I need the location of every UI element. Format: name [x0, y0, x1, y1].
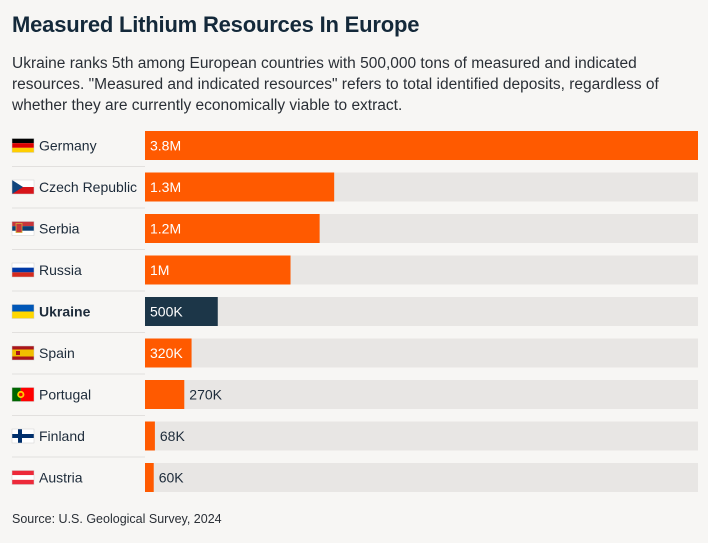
- data-label: 3.8M: [150, 138, 181, 154]
- bar-row-austria: Austria 60K: [11, 456, 698, 492]
- bar-track: [145, 463, 698, 492]
- bar: [145, 380, 185, 409]
- bar-track: [145, 297, 698, 326]
- flag-portugal-icon: [11, 387, 35, 402]
- bar-row-germany: Germany 3.8M: [11, 131, 698, 160]
- bar: [145, 131, 698, 160]
- data-label: 320K: [150, 345, 183, 361]
- data-label: 1.3M: [150, 179, 181, 195]
- chart-subtitle: Ukraine ranks 5th among European countri…: [12, 55, 659, 114]
- bar-track: [145, 380, 698, 409]
- bar: [145, 338, 192, 368]
- bar: [145, 421, 155, 451]
- data-label: 60K: [159, 470, 185, 486]
- flag-germany-icon: [11, 138, 35, 153]
- data-label: 1M: [150, 262, 169, 278]
- category-label: Portugal: [39, 387, 91, 403]
- flag-czech-republic-icon: [11, 179, 35, 195]
- bar-row-russia: Russia 1M: [11, 249, 698, 285]
- bar-row-serbia: Serbia 1.2M: [11, 207, 698, 243]
- bar-row-ukraine: Ukraine 500K: [11, 290, 698, 326]
- flag-spain-icon: [11, 345, 35, 361]
- bar-track: [145, 421, 698, 451]
- flag-finland-icon: [11, 428, 35, 444]
- bar-track: [145, 338, 698, 368]
- source-note: Source: U.S. Geological Survey, 2024: [12, 512, 222, 526]
- bar-row-czech-republic: Czech Republic 1.3M: [11, 166, 698, 202]
- category-label: Czech Republic: [39, 179, 137, 195]
- bar: [145, 255, 291, 285]
- bar: [145, 463, 154, 492]
- category-label: Germany: [39, 138, 97, 154]
- category-label: Finland: [39, 428, 85, 444]
- data-label: 270K: [189, 387, 222, 403]
- bar: [145, 297, 218, 326]
- category-label: Ukraine: [39, 304, 91, 320]
- data-label: 68K: [160, 428, 186, 444]
- data-label: 1.2M: [150, 221, 181, 237]
- flag-russia-icon: [11, 262, 35, 278]
- bar-row-finland: Finland 68K: [11, 415, 698, 451]
- category-label: Spain: [39, 345, 75, 361]
- category-label: Austria: [39, 470, 83, 486]
- flag-austria-icon: [11, 470, 35, 485]
- flag-ukraine-icon: [11, 304, 35, 319]
- bar-row-spain: Spain 320K: [11, 332, 698, 368]
- data-label: 500K: [150, 304, 183, 320]
- category-label: Serbia: [39, 221, 80, 237]
- bar: [145, 172, 335, 202]
- bar: [145, 214, 320, 243]
- flag-serbia-icon: [11, 221, 35, 236]
- category-label: Russia: [39, 262, 82, 278]
- bar-row-portugal: Portugal 270K: [11, 373, 698, 409]
- chart-title: Measured Lithium Resources In Europe: [12, 12, 420, 37]
